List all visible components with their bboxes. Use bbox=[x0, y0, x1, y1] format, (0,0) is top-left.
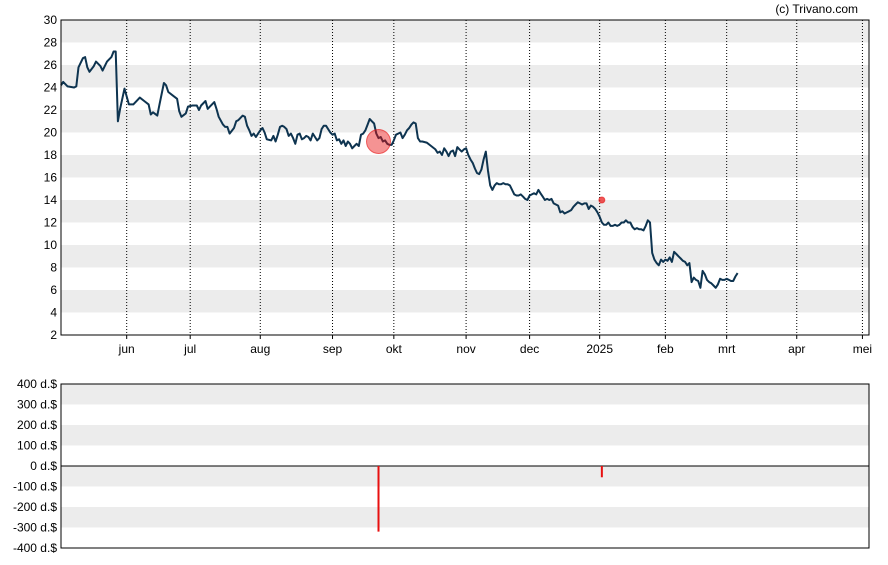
volume-chart: -400 d.$ -300 d.$ -200 d.$ -100 d.$ 0 d.$ 100… bbox=[13, 377, 870, 555]
price-x-tick-label: sep bbox=[323, 342, 343, 356]
price-grid-bands bbox=[61, 20, 869, 313]
volume-bars bbox=[377, 466, 603, 532]
price-y-tick-label: 30 bbox=[44, 13, 58, 27]
price-grid-band bbox=[61, 65, 869, 88]
price-grid-band bbox=[61, 245, 869, 268]
volume-y-tick-label: -300 d.$ bbox=[13, 521, 57, 535]
price-grid-band bbox=[61, 20, 869, 43]
price-y-tick-label: 12 bbox=[44, 216, 58, 230]
volume-grid-band bbox=[61, 425, 869, 446]
price-y-tick-label: 8 bbox=[50, 261, 57, 275]
price-grid-band bbox=[61, 200, 869, 223]
volume-y-tick-label: 200 d.$ bbox=[17, 418, 57, 432]
volume-grid-band bbox=[61, 466, 869, 487]
volume-y-tick-label: 100 d.$ bbox=[17, 439, 57, 453]
price-y-tick-label: 26 bbox=[44, 58, 58, 72]
price-y-tick-label: 20 bbox=[44, 126, 58, 140]
price-series-line bbox=[60, 50, 739, 289]
price-x-tick-label: mrt bbox=[718, 342, 736, 356]
price-y-tick-label: 14 bbox=[44, 193, 58, 207]
price-y-tick-label: 2 bbox=[50, 328, 57, 342]
price-markers bbox=[366, 129, 606, 204]
price-event-marker bbox=[366, 129, 392, 154]
price-grid-band bbox=[61, 155, 869, 178]
price-x-tick-label: apr bbox=[788, 342, 805, 356]
price-x-tick-label: feb bbox=[657, 342, 674, 356]
price-x-tick-label: 2025 bbox=[586, 342, 613, 356]
volume-y-axis: -400 d.$ -300 d.$ -200 d.$ -100 d.$ 0 d.$ 100… bbox=[13, 377, 57, 555]
volume-y-tick-label: 400 d.$ bbox=[17, 377, 57, 391]
price-y-tick-label: 28 bbox=[44, 36, 58, 50]
price-y-tick-label: 24 bbox=[44, 81, 58, 95]
price-series bbox=[60, 50, 739, 289]
volume-grid-bands bbox=[61, 384, 869, 528]
volume-grid-band bbox=[61, 384, 869, 405]
price-x-tick-label: jun bbox=[118, 342, 135, 356]
price-y-tick-label: 18 bbox=[44, 148, 58, 162]
volume-y-tick-label: 300 d.$ bbox=[17, 398, 57, 412]
price-y-tick-label: 4 bbox=[50, 306, 57, 320]
price-x-tick-label: mei bbox=[853, 342, 872, 356]
price-x-tick-label: aug bbox=[250, 342, 270, 356]
price-y-tick-label: 22 bbox=[44, 103, 58, 117]
volume-plot-frame bbox=[60, 383, 870, 549]
volume-y-tick-label: -100 d.$ bbox=[13, 480, 57, 494]
volume-y-tick-label: 0 d.$ bbox=[30, 459, 57, 473]
volume-y-tick-label: -200 d.$ bbox=[13, 500, 57, 514]
credit-text: (c) Trivano.com bbox=[775, 2, 858, 16]
price-x-axis: jun jul aug sep okt nov dec 2025 feb mrt apr mei bbox=[118, 335, 872, 356]
volume-y-tick-label: -400 d.$ bbox=[13, 541, 57, 555]
volume-grid-band bbox=[61, 507, 869, 528]
price-plot-frame bbox=[60, 19, 870, 336]
price-x-tick-label: okt bbox=[386, 342, 403, 356]
price-event-marker bbox=[598, 196, 606, 204]
price-grid-band bbox=[61, 290, 869, 313]
price-y-tick-label: 10 bbox=[44, 238, 58, 252]
price-x-tick-label: nov bbox=[456, 342, 475, 356]
price-y-tick-label: 6 bbox=[50, 283, 57, 297]
price-y-tick-label: 16 bbox=[44, 171, 58, 185]
price-x-tick-label: dec bbox=[520, 342, 539, 356]
price-grid-band bbox=[61, 110, 869, 133]
price-x-tick-label: jul bbox=[183, 342, 196, 356]
